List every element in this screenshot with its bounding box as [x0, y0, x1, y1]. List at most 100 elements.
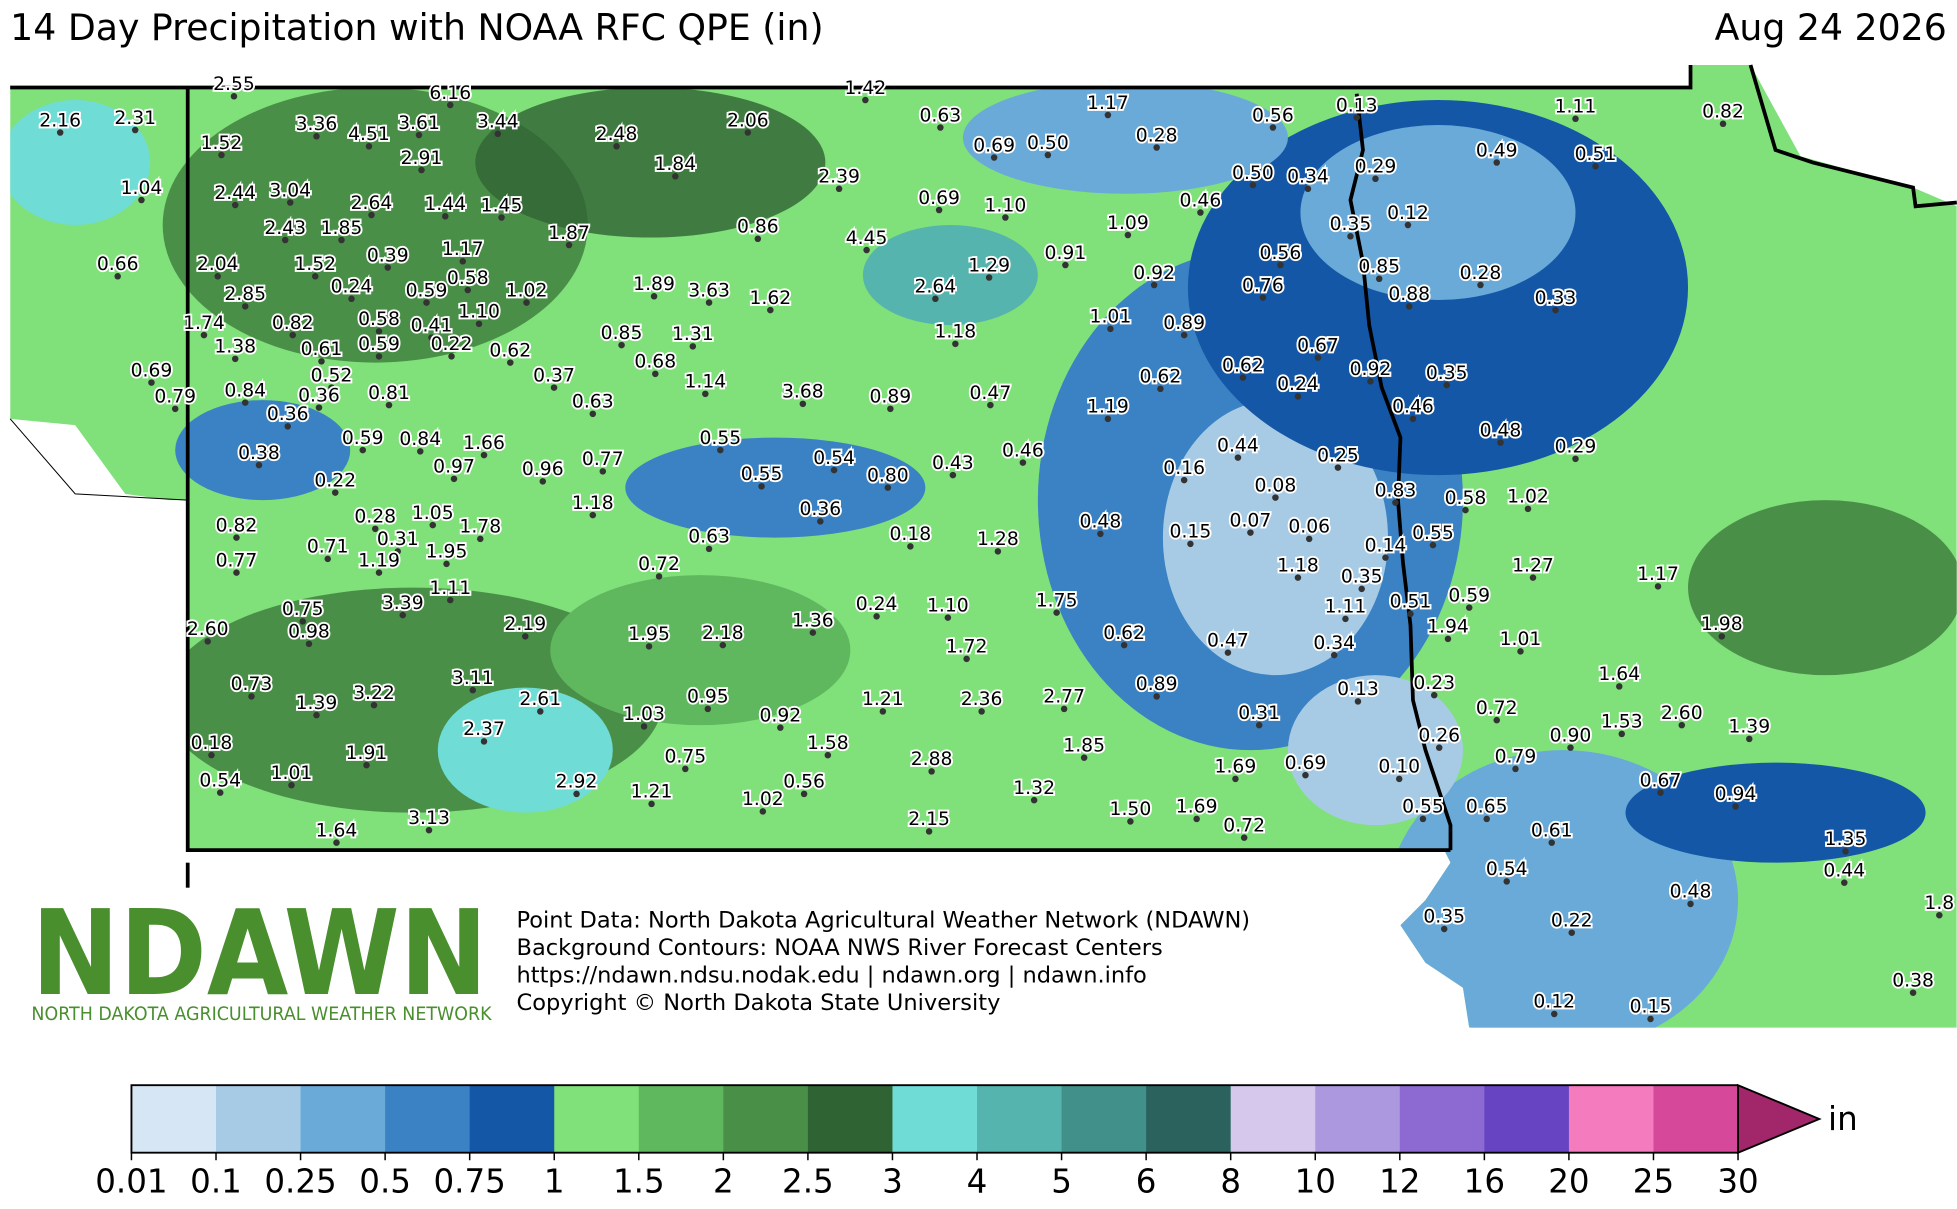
- station-label: 3.22: [353, 683, 395, 704]
- station-label: 0.51: [1390, 592, 1432, 613]
- station-label: 0.38: [1892, 970, 1934, 991]
- station-label: 1.03: [623, 704, 665, 725]
- station-label: 1.32: [1013, 778, 1055, 799]
- station-label: 1.21: [631, 782, 673, 803]
- station-label: 0.15: [1170, 522, 1212, 543]
- station-dot: [338, 236, 345, 244]
- station-label: 0.12: [1387, 203, 1429, 224]
- colorbar-tick-label: 4: [967, 1163, 988, 1201]
- station-label: 1.17: [1637, 564, 1679, 585]
- station-dot: [1842, 848, 1849, 855]
- station-dot: [1272, 494, 1279, 501]
- station-dot: [1153, 144, 1160, 151]
- station-dot: [233, 534, 240, 541]
- station-label: 0.26: [1418, 725, 1460, 746]
- station-dot: [1372, 175, 1379, 183]
- station-label: 1.66: [463, 433, 505, 454]
- station-dot: [56, 129, 64, 136]
- colorbar-tick-label: 1: [544, 1163, 565, 1201]
- station-dot: [1180, 476, 1188, 484]
- station-points: 2.55 2.16 2.31 1.52 3.36 4.51 3.61 6.16 3.44 2.91…: [37, 72, 1956, 1023]
- station-dot: [1239, 374, 1247, 381]
- credit-line: https://ndawn.ndsu.nodak.edu | ndawn.org…: [517, 963, 1147, 989]
- station-dot: [1395, 775, 1403, 783]
- station-label: 1.85: [1063, 735, 1105, 756]
- station-dot: [1030, 796, 1038, 804]
- station-label: 0.46: [1180, 190, 1222, 211]
- station-label: 0.59: [1448, 585, 1490, 606]
- station-dot: [758, 483, 765, 490]
- station-label: 3.04: [269, 180, 311, 201]
- station-dot: [1180, 331, 1188, 339]
- station-dot: [1618, 730, 1626, 738]
- station-label: 0.25: [1317, 445, 1359, 466]
- station-label: 1.39: [296, 693, 338, 714]
- station-label: 0.95: [687, 687, 729, 708]
- colorbar-bin: [723, 1085, 809, 1153]
- station-dot: [1197, 209, 1204, 216]
- colorbar-tick-label: 0.75: [433, 1163, 505, 1201]
- station-label: 0.36: [298, 385, 340, 406]
- station-label: 0.56: [1252, 105, 1294, 126]
- station-dot: [573, 790, 580, 798]
- station-label: 0.97: [433, 457, 475, 478]
- station-label: 1.29: [968, 255, 1010, 276]
- station-label: 2.64: [351, 193, 393, 214]
- station-dot: [648, 800, 655, 808]
- station-dot: [978, 708, 985, 715]
- colorbar-tick-label: 0.5: [359, 1163, 411, 1201]
- station-dot: [1120, 641, 1128, 649]
- colorbar-tick-label: 25: [1633, 1163, 1674, 1201]
- station-label: 0.90: [1550, 725, 1592, 746]
- station-dot: [208, 751, 215, 759]
- station-dot: [1517, 648, 1524, 655]
- station-label: 0.31: [1238, 703, 1280, 724]
- station-label: 0.59: [358, 334, 400, 355]
- station-dot: [1678, 721, 1686, 729]
- station-label: 0.24: [331, 277, 373, 298]
- station-dot: [138, 196, 145, 204]
- station-dot: [200, 331, 208, 339]
- station-dot: [650, 293, 658, 300]
- colorbar-bin: [1399, 1085, 1485, 1153]
- station-dot: [1104, 111, 1112, 119]
- station-label: 0.96: [522, 459, 564, 480]
- station-label: 0.14: [1365, 535, 1407, 556]
- station-dot: [498, 214, 505, 221]
- station-label: 0.22: [1551, 910, 1593, 931]
- station-dot: [1053, 609, 1060, 616]
- station-dot: [887, 405, 894, 413]
- station-dot: [313, 711, 320, 719]
- station-dot: [1687, 900, 1694, 908]
- station-dot: [114, 273, 121, 280]
- station-dot: [932, 295, 939, 303]
- station-label: 2.31: [114, 108, 156, 129]
- station-label: 0.63: [572, 392, 614, 413]
- station-dot: [589, 511, 597, 519]
- station-dot: [1444, 635, 1452, 643]
- station-dot: [835, 185, 843, 193]
- station-dot: [1524, 505, 1532, 513]
- station-label: 1.84: [654, 154, 696, 175]
- station-dot: [368, 211, 375, 219]
- station-dot: [704, 705, 712, 713]
- station-label: 1.10: [458, 302, 500, 323]
- station-label: 1.95: [628, 624, 670, 645]
- station-dot: [288, 781, 295, 789]
- station-dot: [539, 478, 547, 485]
- station-label: 1.18: [934, 322, 976, 343]
- station-dot: [767, 306, 774, 314]
- station-label: 0.35: [1426, 363, 1468, 384]
- station-label: 0.77: [582, 449, 624, 470]
- station-dot: [1367, 378, 1374, 385]
- station-dot: [1430, 691, 1438, 699]
- station-label: 3.61: [398, 113, 440, 134]
- station-label: 3.68: [782, 382, 824, 403]
- station-label: 1.28: [977, 529, 1019, 550]
- station-label: 0.63: [919, 105, 961, 126]
- station-dot: [299, 618, 306, 625]
- station-dot: [754, 235, 762, 243]
- station-label: 0.31: [377, 529, 419, 550]
- station-label: 0.24: [856, 594, 898, 615]
